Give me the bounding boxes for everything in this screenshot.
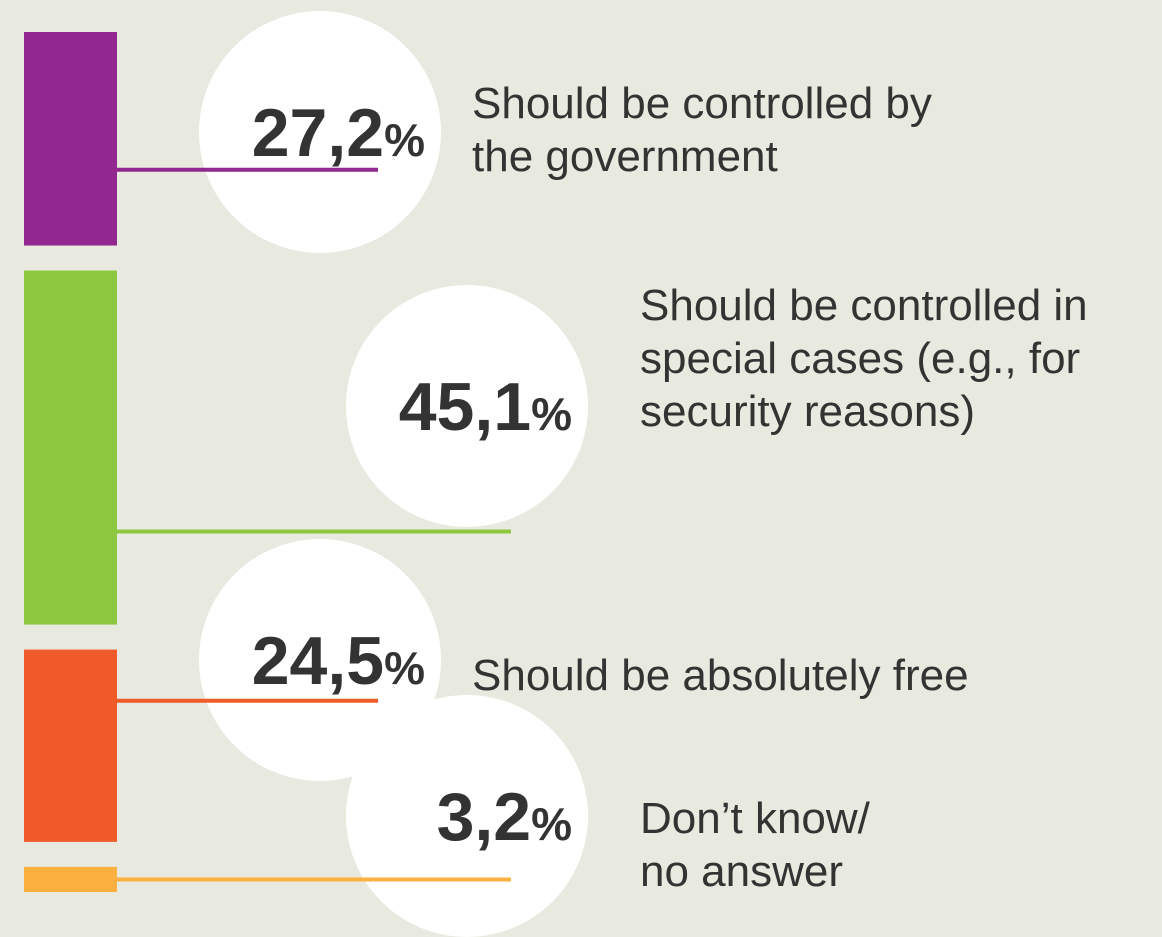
- data-label-percent: %: [384, 642, 425, 694]
- value-bubble: [199, 539, 441, 781]
- data-label: 24,5%: [252, 623, 425, 699]
- category-label: Should be controlled in: [640, 281, 1088, 330]
- value-bubble: [346, 695, 588, 937]
- category-label: the government: [472, 132, 778, 181]
- bar-segment: [24, 270, 117, 625]
- data-label-percent: %: [531, 388, 572, 440]
- bar-segment: [24, 866, 117, 892]
- bar-segment: [24, 649, 117, 842]
- value-bubble: [199, 11, 441, 253]
- data-label-percent: %: [531, 798, 572, 850]
- value-bubble: [346, 285, 588, 527]
- data-label-percent: %: [384, 114, 425, 166]
- bar-segment: [24, 32, 117, 246]
- category-label: special cases (e.g., for: [640, 334, 1080, 383]
- category-label: security reasons): [640, 387, 975, 436]
- data-label: 27,2%: [252, 95, 425, 171]
- category-label: Should be absolutely free: [472, 651, 969, 700]
- category-label: Should be controlled by: [472, 79, 932, 128]
- data-label: 3,2%: [437, 779, 572, 855]
- category-label: Don’t know/: [640, 794, 871, 843]
- data-label-value: 24,5: [252, 623, 384, 699]
- data-label-value: 45,1: [399, 369, 531, 445]
- category-label: no answer: [640, 847, 843, 896]
- data-label-value: 27,2: [252, 95, 384, 171]
- data-label-value: 3,2: [437, 779, 532, 855]
- data-label: 45,1%: [399, 369, 572, 445]
